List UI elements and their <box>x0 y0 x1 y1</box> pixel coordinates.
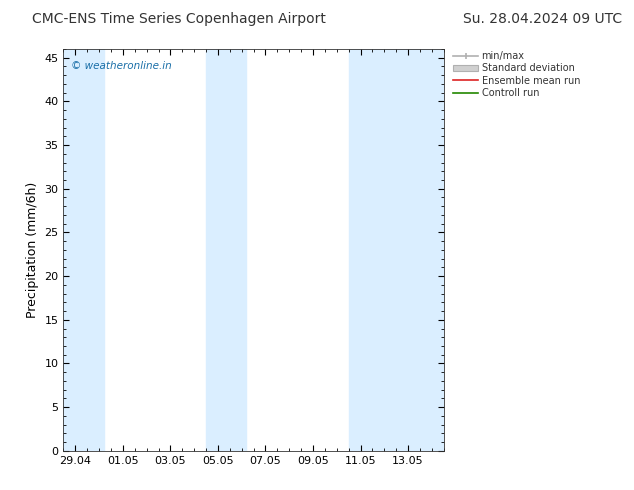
Bar <box>349 49 444 451</box>
Bar <box>63 49 104 451</box>
Y-axis label: Precipitation (mm/6h): Precipitation (mm/6h) <box>26 182 39 318</box>
Bar <box>206 49 247 451</box>
Text: Su. 28.04.2024 09 UTC: Su. 28.04.2024 09 UTC <box>463 12 622 26</box>
Legend: min/max, Standard deviation, Ensemble mean run, Controll run: min/max, Standard deviation, Ensemble me… <box>451 49 582 100</box>
Text: CMC-ENS Time Series Copenhagen Airport: CMC-ENS Time Series Copenhagen Airport <box>32 12 326 26</box>
Text: © weatheronline.in: © weatheronline.in <box>71 61 172 71</box>
